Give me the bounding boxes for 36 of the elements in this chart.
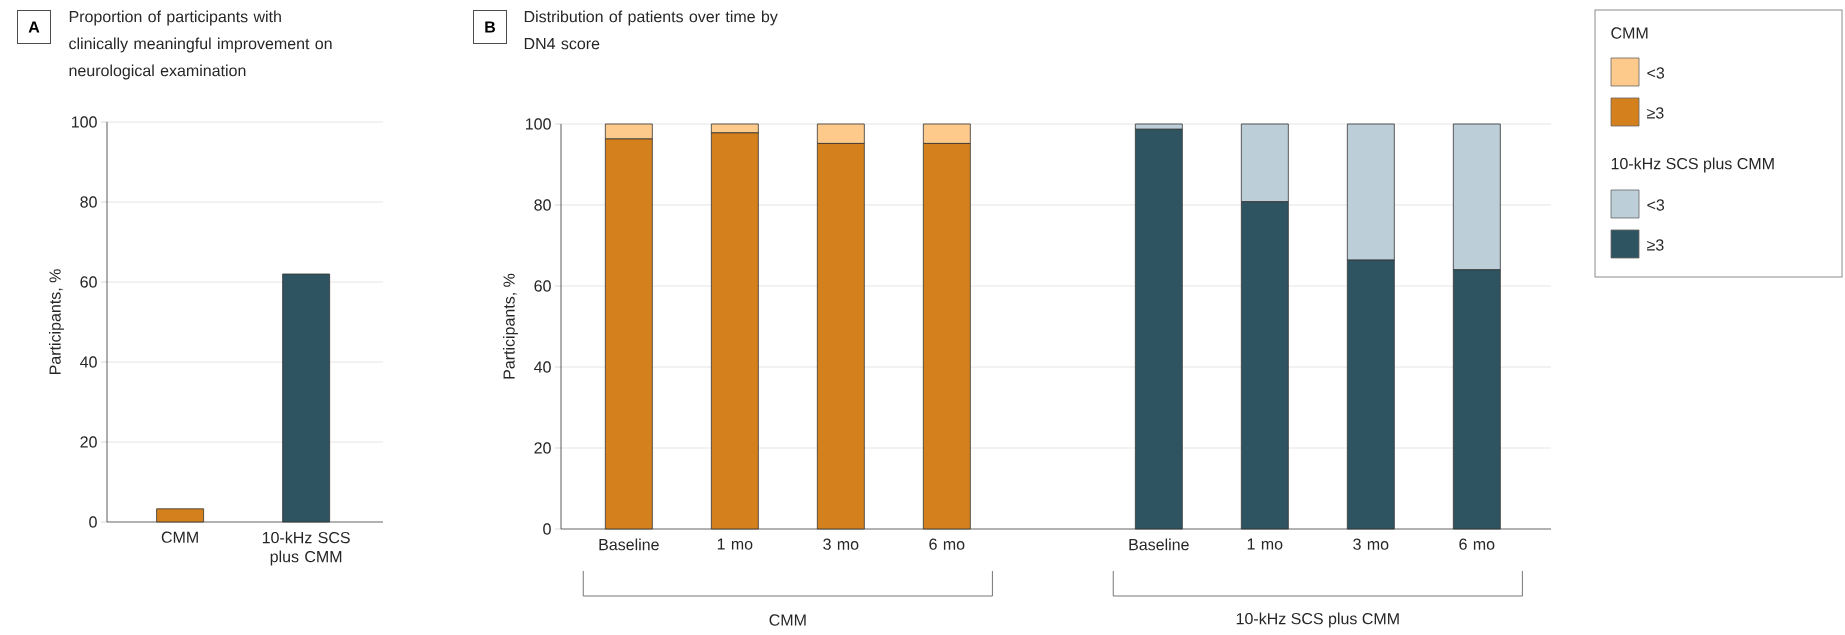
y-axis-title: Participants, % xyxy=(49,269,64,375)
y-tick-label: 100 xyxy=(72,116,97,128)
x-tick-label: 3 mo xyxy=(823,538,859,550)
x-tick-label: 1 mo xyxy=(717,538,753,550)
x-tick-label: 6 mo xyxy=(1459,538,1495,550)
text: CMM xyxy=(769,614,806,626)
x-tick-label: 3 mo xyxy=(1353,538,1389,550)
y-tick-label: 80 xyxy=(534,199,551,211)
legend-label: ≥3 xyxy=(1647,107,1664,119)
x-tick-label: Baseline xyxy=(599,538,659,551)
y-tick-label: 80 xyxy=(80,196,97,208)
legend-label: ≥3 xyxy=(1647,239,1664,251)
y-tick-label: 0 xyxy=(89,516,97,528)
y-tick-label: 40 xyxy=(534,361,551,373)
x-tick-label: Baseline xyxy=(1129,538,1189,551)
text: 10-kHz SCS plus CMM xyxy=(1236,612,1399,628)
text: B xyxy=(485,21,496,33)
y-tick-label: 20 xyxy=(534,442,551,454)
x-tick-label: CMM xyxy=(161,531,198,543)
text: A xyxy=(28,21,40,33)
x-tick-label: 10-kHz SCS plus CMM xyxy=(262,531,350,566)
chart-title: Proportion of participants with clinically meaningful improvement on neurological examination xyxy=(69,10,332,80)
text: CMM xyxy=(1611,27,1648,39)
y-axis-title: Participants, % xyxy=(503,273,518,379)
y-tick-label: 0 xyxy=(543,523,551,535)
y-tick-label: 60 xyxy=(534,280,551,292)
y-tick-label: 40 xyxy=(80,356,97,368)
x-tick-label: 6 mo xyxy=(929,538,965,550)
y-tick-label: 100 xyxy=(526,118,551,130)
legend-label: <3 xyxy=(1647,67,1665,79)
y-tick-label: 20 xyxy=(80,436,97,448)
x-tick-label: 1 mo xyxy=(1247,538,1283,550)
legend-label: <3 xyxy=(1647,199,1665,211)
chart-title: Distribution of patients over time by DN4 score xyxy=(524,10,778,50)
text: 10-kHz SCS plus CMM xyxy=(1611,157,1774,173)
y-tick-label: 60 xyxy=(80,276,97,288)
